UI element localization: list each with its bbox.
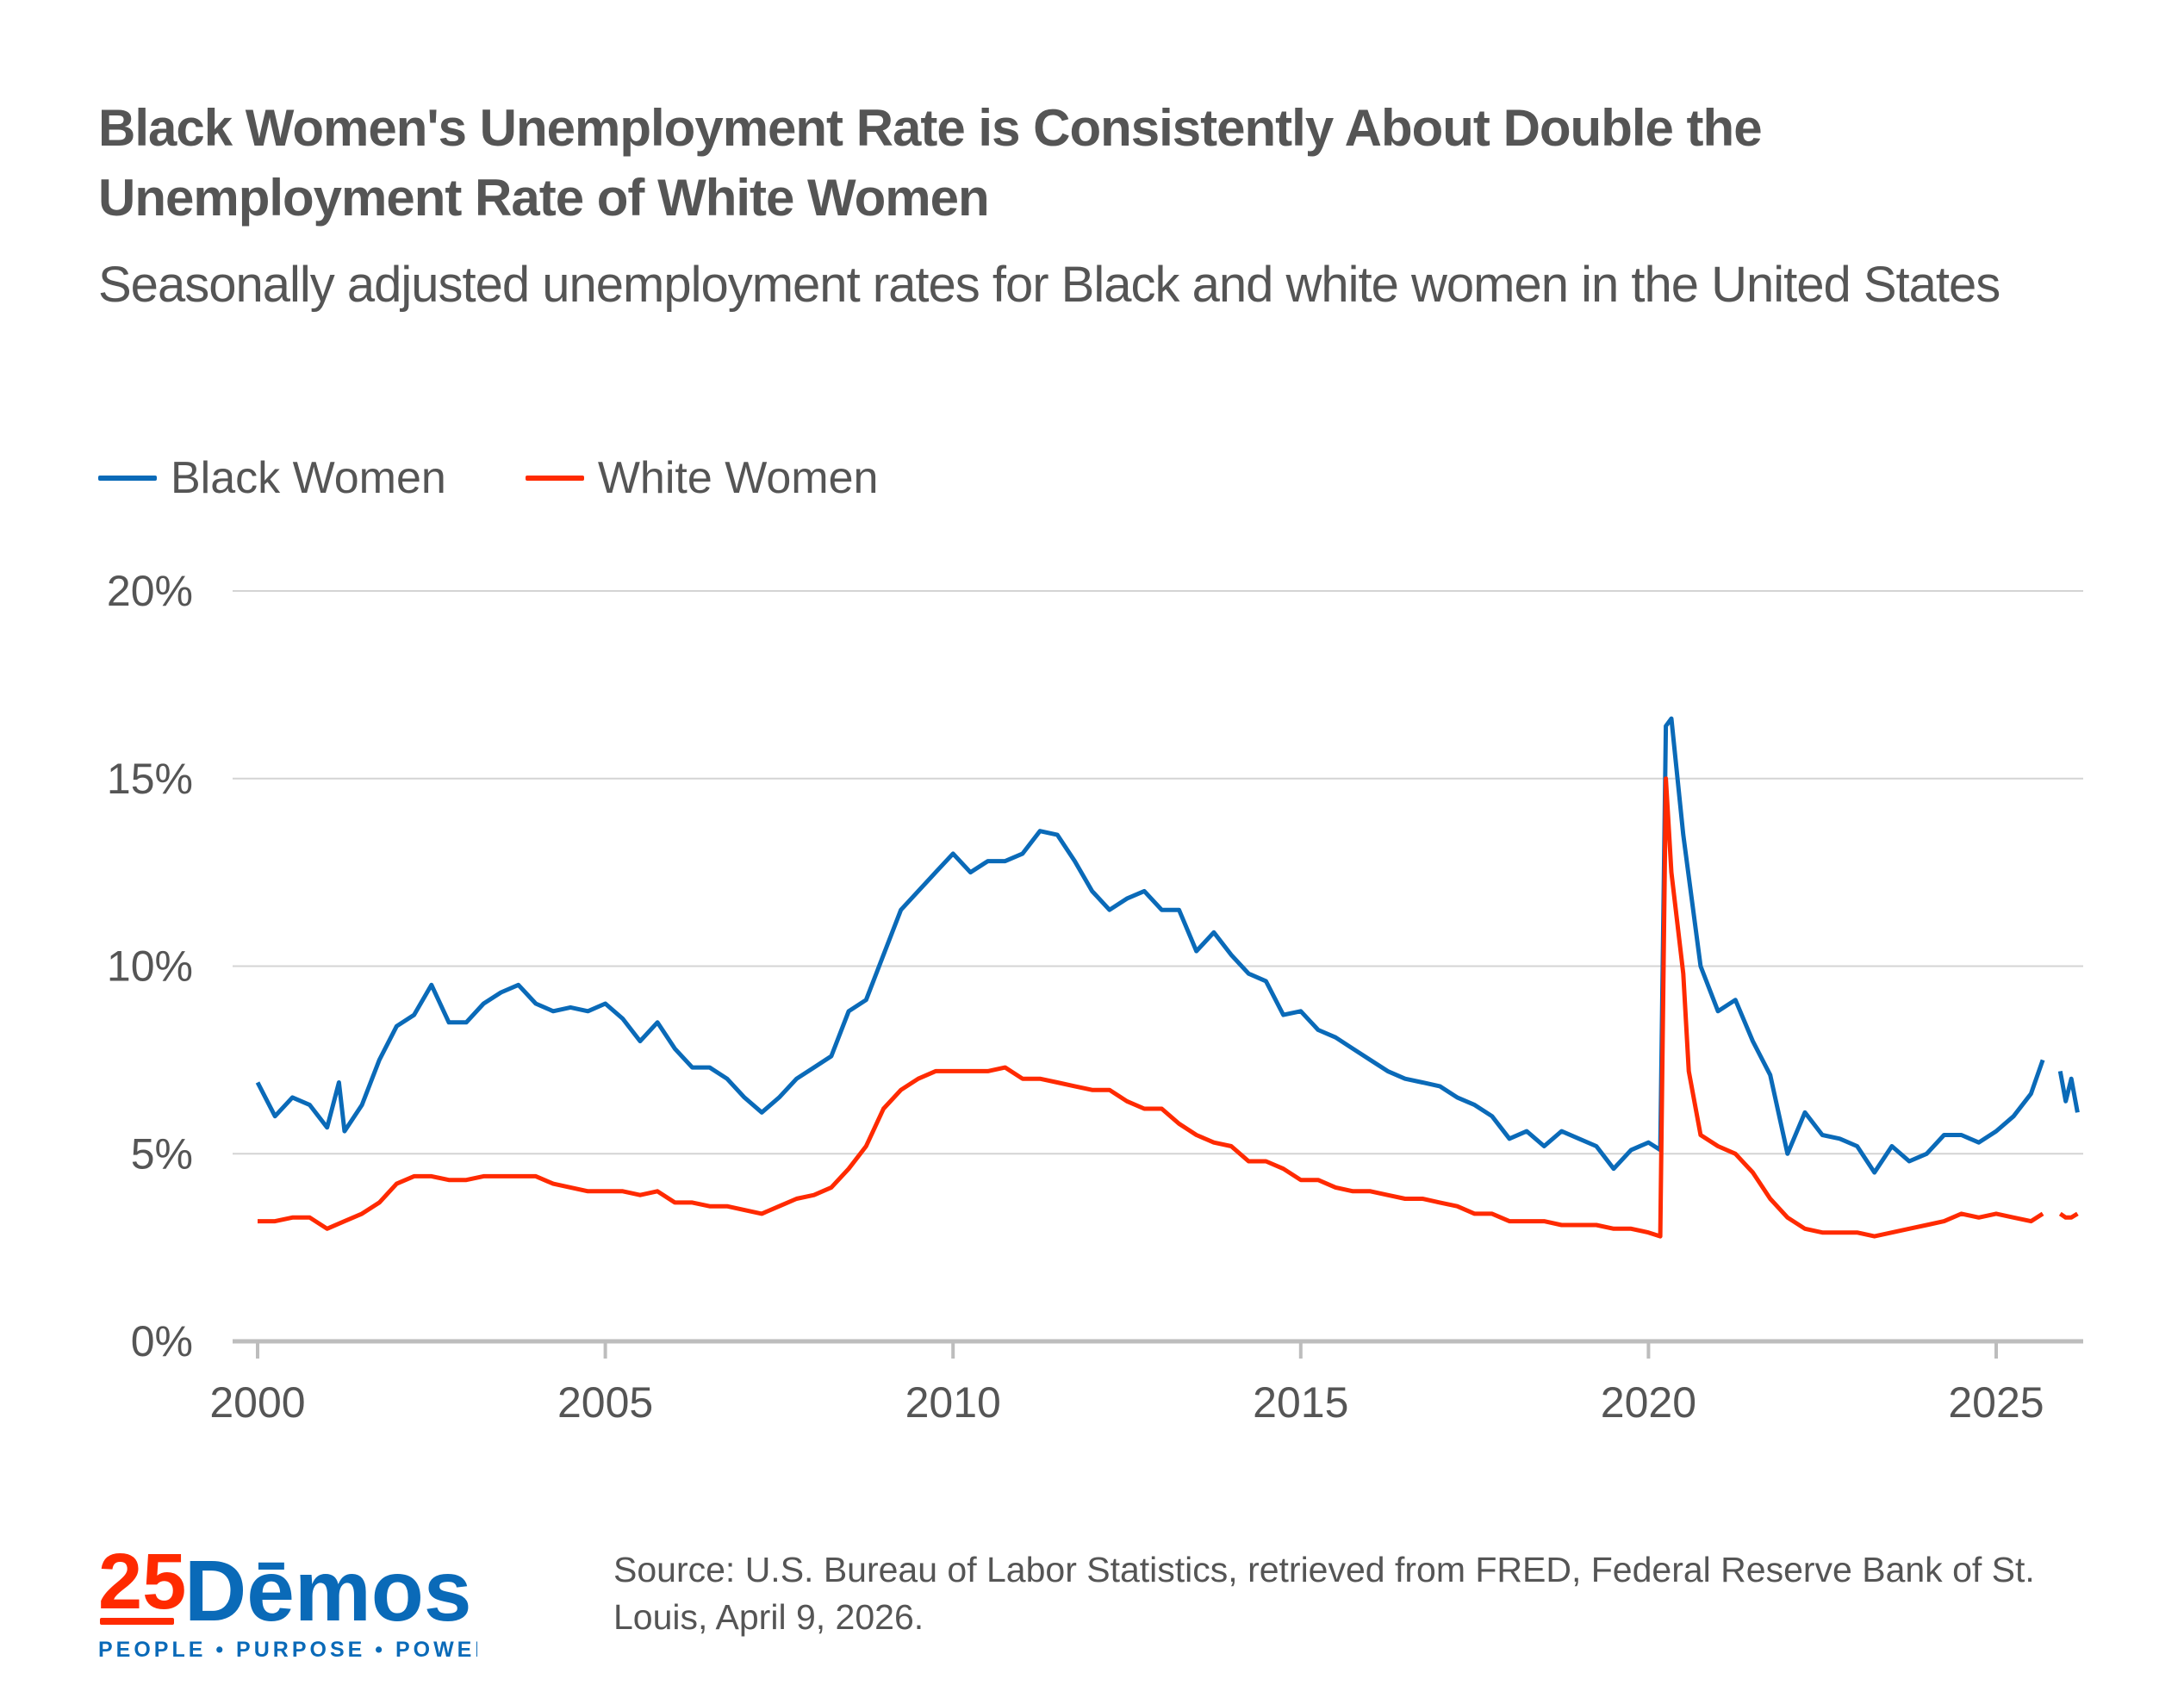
legend-item-black-women: Black Women <box>98 452 446 504</box>
legend-label: White Women <box>597 453 879 503</box>
legend-swatch-white-women <box>525 476 584 481</box>
logo-name: Dēmos <box>184 1543 471 1639</box>
x-tick-label: 2020 <box>1601 1378 1696 1427</box>
legend: Black Women White Women <box>98 452 957 504</box>
y-tick-label: 0% <box>131 1317 193 1365</box>
chart-subtitle: Seasonally adjusted unemployment rates f… <box>98 257 2000 313</box>
x-tick-label: 2015 <box>1253 1378 1348 1427</box>
source-note: Source: U.S. Bureau of Labor Statistics,… <box>613 1550 2035 1637</box>
x-tick-label: 2000 <box>209 1378 305 1427</box>
logo-tagline: PEOPLE • PURPOSE • POWER <box>98 1638 477 1658</box>
x-tick-label: 2025 <box>1948 1378 2044 1427</box>
demos-logo: 25 Dēmos PEOPLE • PURPOSE • POWER <box>98 1529 490 1663</box>
y-tick-label: 10% <box>107 942 193 991</box>
y-tick-label: 5% <box>131 1129 193 1178</box>
logo-number: 25 <box>98 1538 186 1626</box>
y-tick-label: 20% <box>107 567 193 615</box>
chart-title: Black Women's Unemployment Rate is Consi… <box>98 99 1763 227</box>
legend-label: Black Women <box>171 453 446 503</box>
y-tick-label: 15% <box>107 755 193 803</box>
legend-item-white-women: White Women <box>525 452 879 504</box>
legend-swatch-black-women <box>98 476 157 481</box>
x-tick-label: 2005 <box>557 1378 653 1427</box>
x-tick-label: 2010 <box>905 1378 1001 1427</box>
series-line-black-women <box>255 716 2080 1175</box>
series-line-white-women <box>258 776 2079 1239</box>
